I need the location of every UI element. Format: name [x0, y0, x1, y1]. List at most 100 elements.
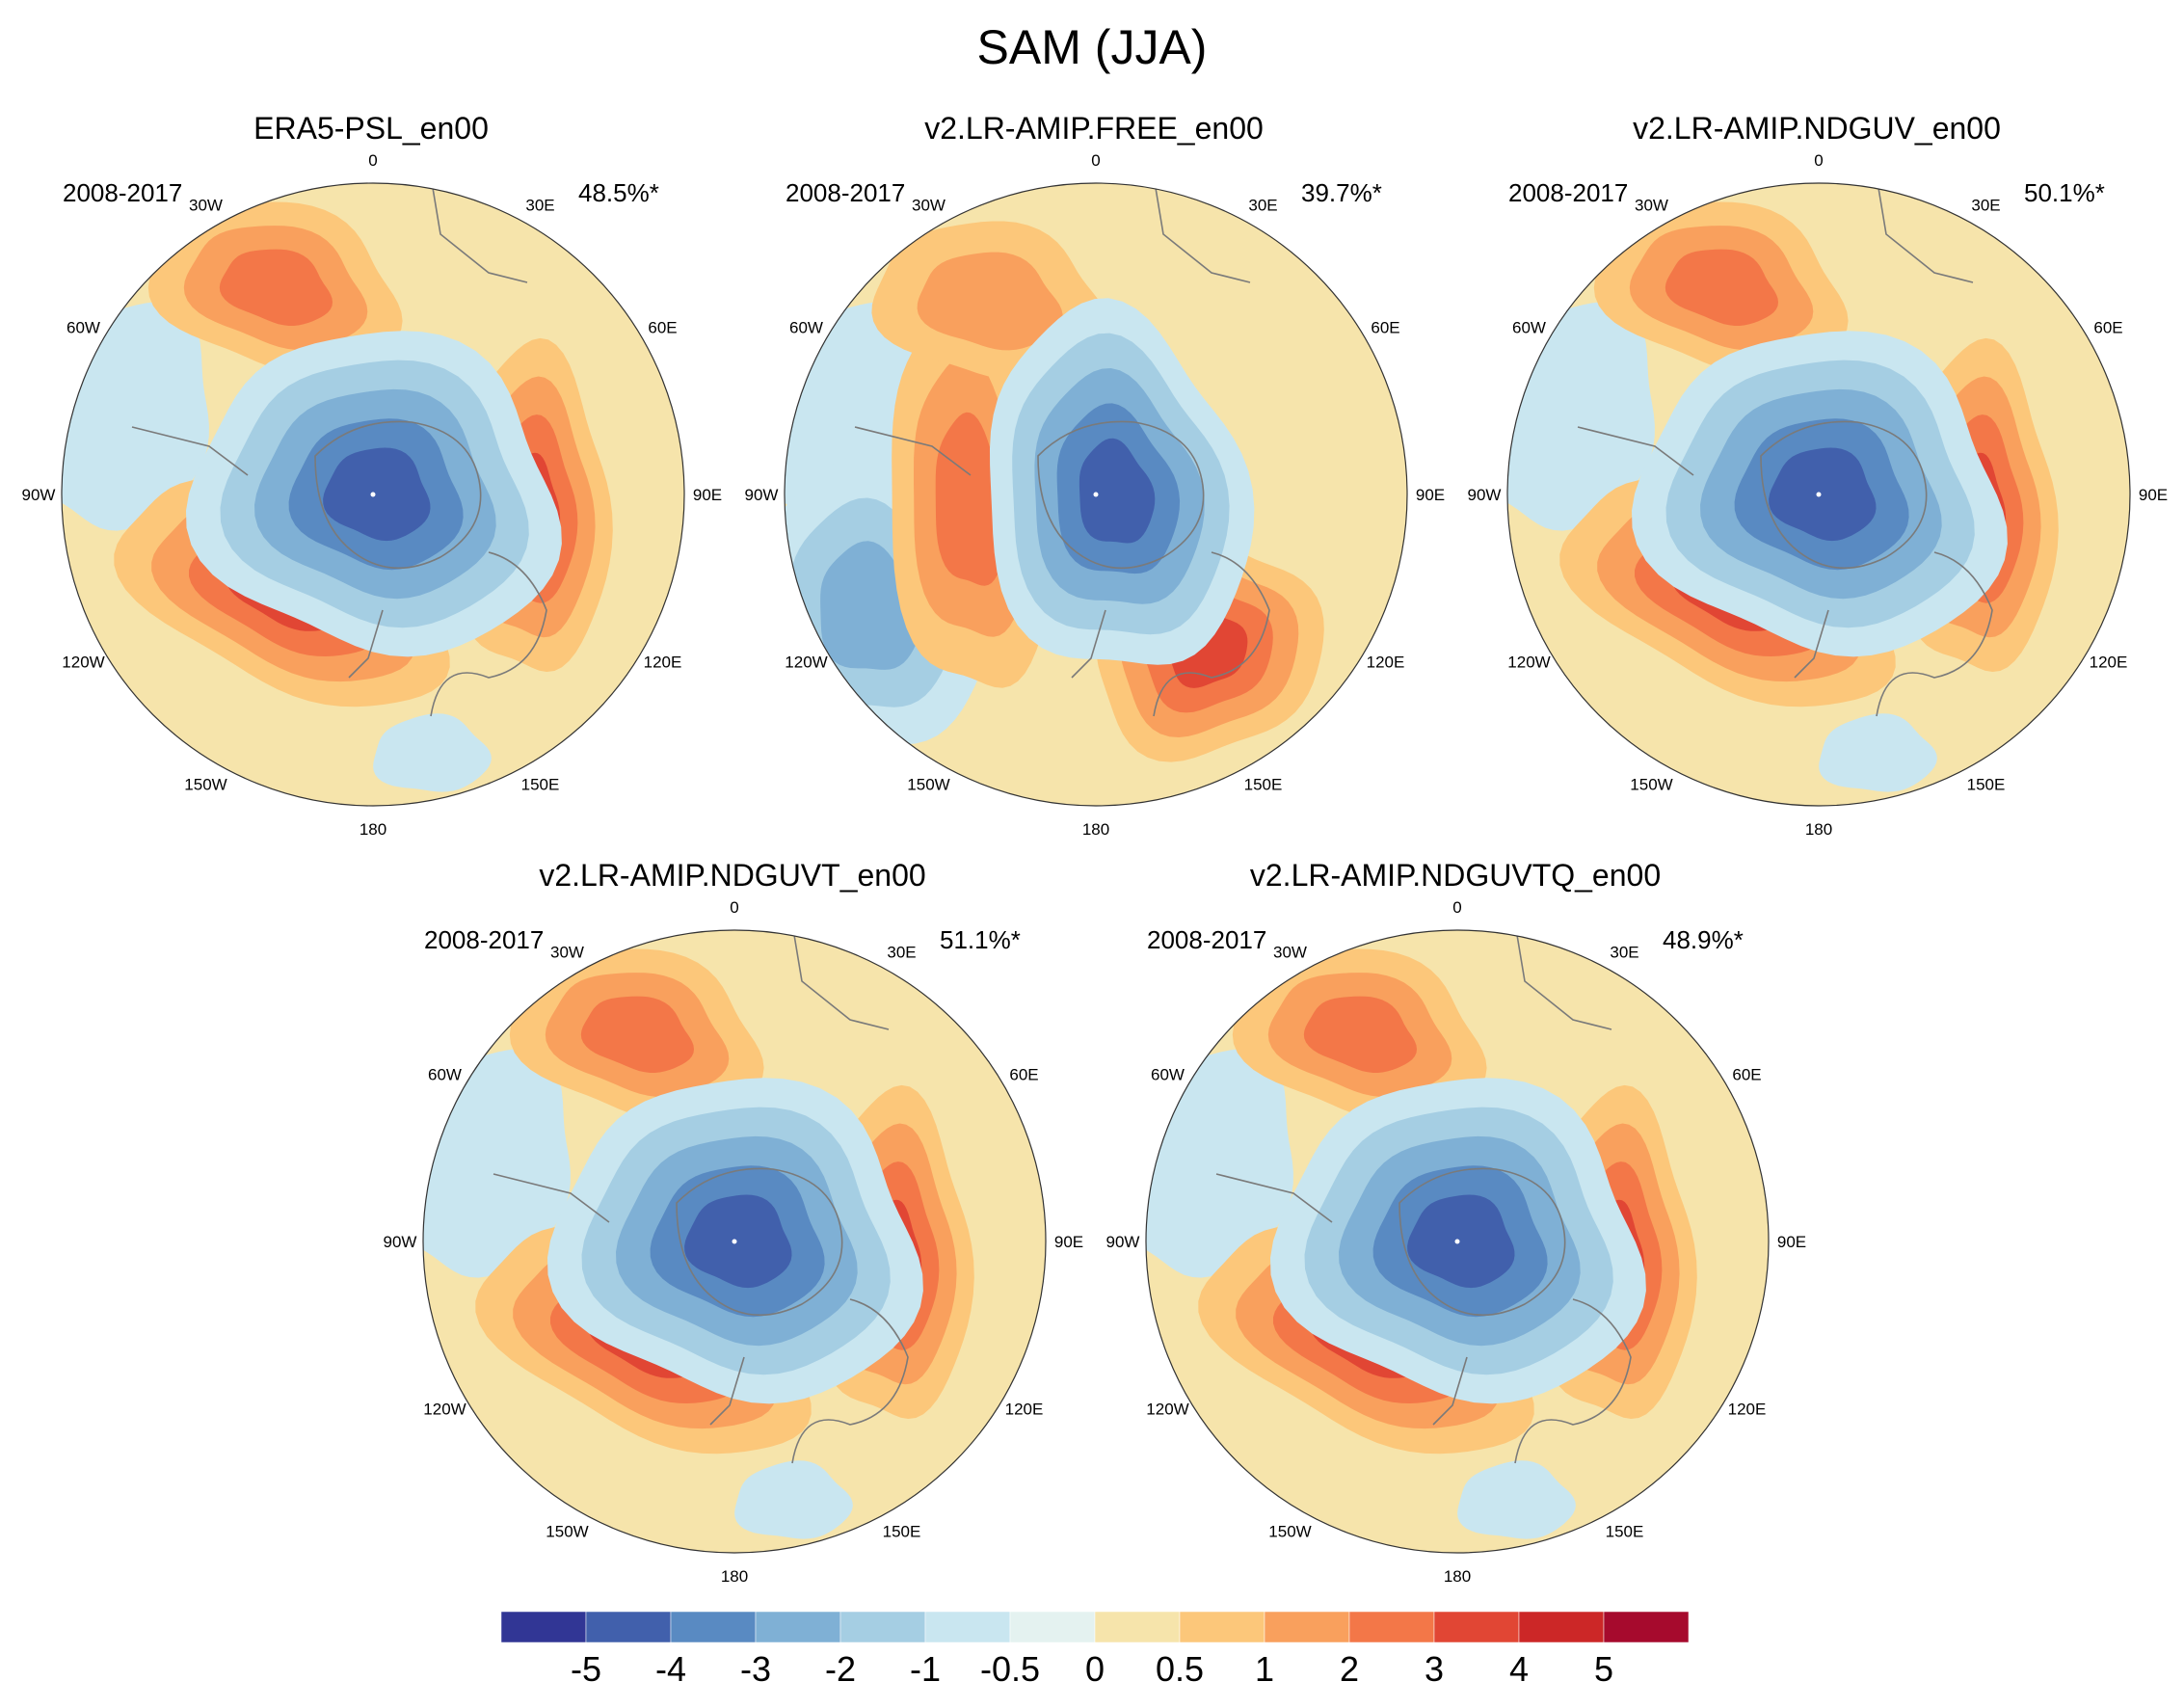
- longitude-label: 90E: [693, 486, 722, 504]
- colorbar-tick-label: -3: [740, 1649, 771, 1689]
- low-south-band: [1457, 1460, 1576, 1539]
- contour-field: [62, 183, 684, 806]
- pole-marker: [1816, 492, 1822, 497]
- longitude-label: 90E: [1416, 486, 1445, 504]
- longitude-label: 90W: [384, 1233, 417, 1251]
- high-north-band: [580, 996, 694, 1073]
- central-low-band: [1407, 1194, 1515, 1289]
- longitude-label: 120E: [1005, 1401, 1044, 1419]
- central-low-band: [1769, 447, 1877, 542]
- longitude-label: 60E: [1009, 1066, 1038, 1084]
- high-north-band: [1303, 996, 1417, 1073]
- longitude-label: 120W: [423, 1401, 466, 1419]
- low-south-band: [734, 1460, 853, 1539]
- panel-title: v2.LR-AMIP.NDGUVTQ_en00: [1249, 858, 1662, 893]
- panel-period: 2008-2017: [1508, 178, 1629, 207]
- colorbar-box: [1603, 1611, 1690, 1643]
- longitude-label: 180: [1805, 820, 1832, 839]
- panel-period: 2008-2017: [424, 925, 545, 954]
- longitude-label: 120E: [1728, 1401, 1767, 1419]
- panel-title: ERA5-PSL_en00: [253, 111, 489, 146]
- colorbar-tick-label: -5: [571, 1649, 601, 1689]
- longitude-label: 180: [1082, 820, 1109, 839]
- longitude-label: 60E: [648, 319, 677, 337]
- panel-variance: 39.7%*: [1301, 178, 1382, 207]
- polar-map: 0 30E 60E 90E 120E 150E 180 150W 120W 90W 60W 30W: [1106, 898, 1807, 1586]
- pole-marker: [1454, 1239, 1460, 1244]
- colorbar-tick-label: 4: [1509, 1649, 1529, 1689]
- figure-title: SAM (JJA): [976, 20, 1208, 74]
- panel-variance: 51.1%*: [940, 925, 1021, 954]
- colorbar-tick-label: -2: [825, 1649, 856, 1689]
- colorbar-box: [1009, 1611, 1096, 1643]
- longitude-label: 150W: [1630, 776, 1672, 794]
- contour-field: [1146, 930, 1769, 1553]
- central-low-band: [684, 1194, 792, 1289]
- panel-period: 2008-2017: [63, 178, 183, 207]
- colorbar-box: [924, 1611, 1011, 1643]
- high-north-band: [219, 249, 333, 326]
- longitude-label: 0: [1091, 151, 1100, 170]
- central-low-band: [1079, 438, 1156, 544]
- low-south-band: [1819, 713, 1937, 792]
- longitude-label: 30E: [525, 197, 554, 215]
- longitude-label: 60E: [2093, 319, 2122, 337]
- panel-variance: 48.5%*: [578, 178, 659, 207]
- map-boundary: [61, 182, 685, 807]
- panel-variance: 50.1%*: [2024, 178, 2105, 207]
- longitude-label: 90W: [745, 486, 779, 504]
- coastline: [854, 183, 1270, 717]
- map-boundary: [1506, 182, 2131, 807]
- longitude-label: 150E: [1606, 1523, 1644, 1541]
- longitude-label: 60W: [1512, 319, 1546, 337]
- colorbar-box: [1264, 1611, 1350, 1643]
- longitude-label: 150E: [1244, 776, 1283, 794]
- longitude-label: 180: [360, 820, 386, 839]
- longitude-label: 30W: [1273, 944, 1307, 962]
- longitude-label: 120E: [1367, 654, 1405, 672]
- longitude-label: 120E: [2090, 654, 2128, 672]
- longitude-label: 120W: [1146, 1401, 1188, 1419]
- longitude-label: 0: [368, 151, 377, 170]
- colorbar-tick-label: 0.5: [1156, 1649, 1204, 1689]
- high-north-band: [917, 252, 1063, 351]
- map-panel-1: ERA5-PSL_en00 2008-2017 48.5%* 0 30E 60E 90…: [19, 106, 723, 839]
- longitude-label: 120W: [62, 654, 104, 672]
- longitude-label: 0: [1452, 898, 1461, 917]
- colorbar-box: [1094, 1611, 1181, 1643]
- panel-title: v2.LR-AMIP.NDGUV_en00: [1633, 111, 2001, 146]
- pole-marker: [370, 492, 376, 497]
- map-boundary: [784, 182, 1408, 807]
- colorbar-tick-label: 1: [1255, 1649, 1274, 1689]
- longitude-label: 150W: [1268, 1523, 1311, 1541]
- map-panel-5: v2.LR-AMIP.NDGUVTQ_en00 2008-2017 48.9%*…: [1104, 853, 1807, 1586]
- longitude-label: 60W: [428, 1066, 462, 1084]
- contour-field: [1507, 183, 2130, 806]
- longitude-label: 30E: [1971, 197, 2000, 215]
- pole-marker: [1093, 492, 1099, 497]
- colorbar-ticks: -5 -4 -3 -2 -1 -0.5 0 0.5 1 2 3 4 5: [571, 1649, 1613, 1689]
- contour-field: [423, 930, 1046, 1553]
- longitude-label: 150W: [546, 1523, 588, 1541]
- central-low-band: [323, 447, 431, 542]
- map-boundary: [1145, 929, 1770, 1554]
- colorbar-tick-label: 5: [1594, 1649, 1613, 1689]
- longitude-label: 150W: [184, 776, 226, 794]
- longitude-label: 60W: [1151, 1066, 1185, 1084]
- panel-title: v2.LR-AMIP.FREE_en00: [924, 111, 1264, 146]
- colorbar-box: [585, 1611, 672, 1643]
- longitude-label: 150E: [883, 1523, 921, 1541]
- coastline: [1215, 930, 1632, 1464]
- colorbar-tick-label: -0.5: [980, 1649, 1040, 1689]
- colorbar-tick-label: -4: [655, 1649, 686, 1689]
- longitude-label: 150E: [1967, 776, 2006, 794]
- colorbar-tick-label: -1: [910, 1649, 941, 1689]
- longitude-label: 120W: [1507, 654, 1550, 672]
- longitude-label: 30E: [887, 944, 916, 962]
- longitude-label: 120W: [785, 654, 827, 672]
- longitude-label: 0: [1814, 151, 1823, 170]
- panel-period: 2008-2017: [1147, 925, 1267, 954]
- pole-marker: [732, 1239, 737, 1244]
- longitude-label: 30E: [1610, 944, 1638, 962]
- longitude-label: 30W: [912, 197, 946, 215]
